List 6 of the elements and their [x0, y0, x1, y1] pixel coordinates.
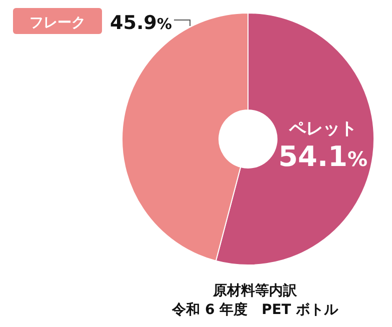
- data-label: 45.9%: [110, 12, 172, 34]
- text: 原材料等内訳: [212, 283, 298, 299]
- text: 令和 6 年度 PET ボトル: [171, 301, 339, 318]
- slice-label: ペレット: [288, 119, 357, 139]
- slice-label: フレーク: [30, 15, 86, 31]
- data-label: 54.1%: [278, 140, 368, 173]
